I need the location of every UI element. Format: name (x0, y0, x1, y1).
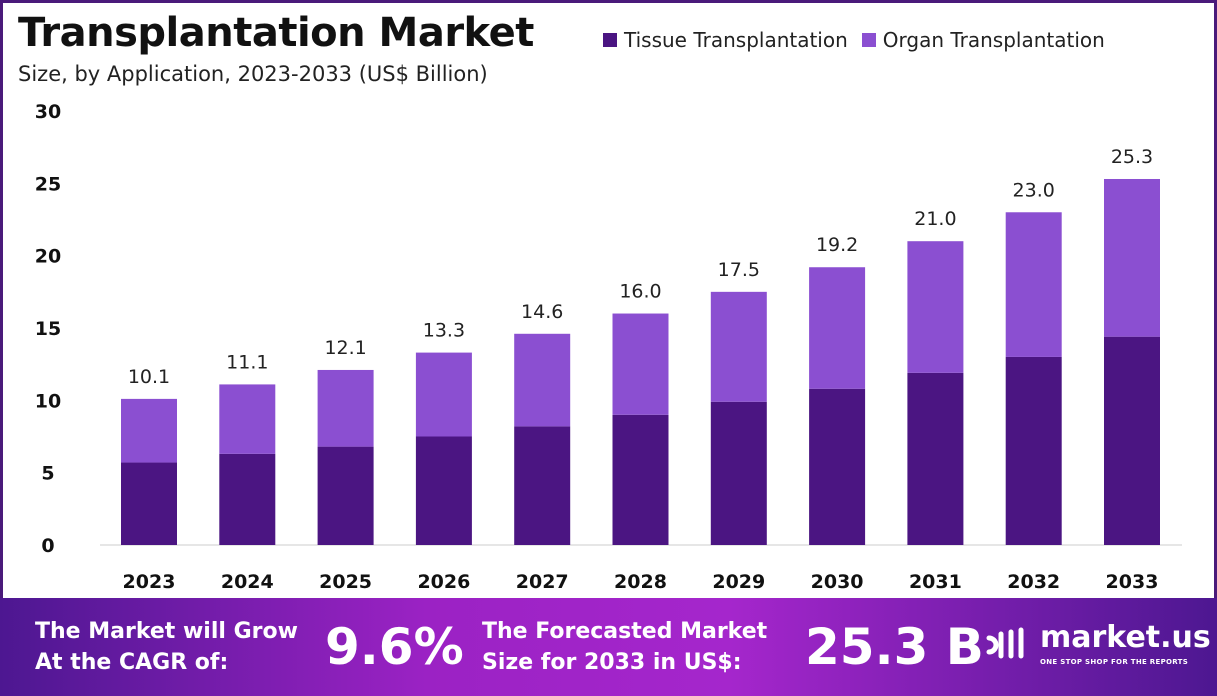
bar-tissue-2032 (1005, 356, 1062, 545)
bar-organ-2030 (809, 267, 866, 389)
data-label: 19.2 (816, 234, 858, 256)
bar-organ-2033 (1104, 178, 1160, 337)
bar-tissue-2025 (317, 446, 374, 545)
data-label: 21.0 (914, 208, 956, 230)
bar-tissue-2028 (612, 414, 669, 545)
bar-tissue-2027 (514, 426, 571, 545)
x-tick-label: 2032 (1007, 571, 1060, 593)
data-label: 23.0 (1013, 179, 1055, 201)
data-label: 16.0 (619, 281, 661, 303)
bar-organ-2029 (710, 291, 767, 402)
data-label: 13.3 (423, 320, 465, 342)
x-tick-label: 2030 (811, 571, 864, 593)
x-tick-label: 2025 (319, 571, 372, 593)
bar-tissue-2029 (710, 401, 767, 545)
x-tick-label: 2031 (909, 571, 962, 593)
bar-organ-2024 (219, 384, 276, 454)
chart-plot: 05101520253010.1202311.1202412.1202513.3… (35, 101, 1182, 593)
y-tick-label: 20 (35, 246, 61, 268)
bar-tissue-2033 (1104, 336, 1160, 545)
bar-organ-2031 (907, 241, 964, 373)
data-label: 14.6 (521, 301, 563, 323)
bar-tissue-2023 (121, 462, 177, 545)
bar-organ-2027 (514, 333, 571, 427)
logo-text: market.us (1040, 620, 1211, 655)
data-label: 17.5 (718, 259, 760, 281)
bar-organ-2032 (1005, 212, 1062, 357)
legend: Tissue Transplantation Organ Transplanta… (603, 28, 1105, 52)
x-tick-label: 2033 (1106, 571, 1159, 593)
x-tick-label: 2027 (516, 571, 569, 593)
bar-organ-2025 (317, 369, 374, 447)
legend-swatch-tissue (603, 33, 617, 47)
data-label: 25.3 (1111, 146, 1153, 168)
bar-tissue-2024 (219, 453, 276, 545)
y-tick-label: 25 (35, 173, 61, 195)
bar-tissue-2026 (415, 436, 472, 545)
x-tick-label: 2028 (614, 571, 667, 593)
legend-item-organ: Organ Transplantation (861, 28, 1105, 52)
bar-organ-2023 (121, 398, 177, 463)
chart-subtitle: Size, by Application, 2023-2033 (US$ Bil… (18, 62, 488, 86)
x-tick-label: 2024 (221, 571, 274, 593)
legend-label: Tissue Transplantation (624, 28, 848, 52)
legend-item-tissue: Tissue Transplantation (603, 28, 848, 52)
cagr-value: 9.6% (325, 618, 464, 676)
cagr-label: The Market will Grow At the CAGR of: (35, 619, 298, 675)
data-label: 12.1 (324, 337, 366, 359)
bar-tissue-2031 (907, 372, 964, 545)
forecast-label: The Forecasted Market Size for 2033 in US… (482, 619, 768, 675)
bar-organ-2028 (612, 313, 669, 415)
market-us-logo-icon (986, 627, 1024, 659)
chart-title: Transplantation Market (18, 10, 534, 56)
bar-organ-2026 (415, 352, 472, 437)
y-tick-label: 15 (35, 318, 61, 340)
y-tick-label: 10 (35, 390, 61, 412)
bar-tissue-2030 (809, 388, 866, 545)
x-tick-label: 2023 (123, 571, 176, 593)
forecast-value: 25.3 B (805, 618, 984, 676)
data-label: 11.1 (226, 351, 268, 373)
y-tick-label: 0 (41, 535, 54, 557)
logo-tagline: ONE STOP SHOP FOR THE REPORTS (1040, 658, 1189, 666)
x-tick-label: 2026 (417, 571, 470, 593)
legend-label: Organ Transplantation (882, 28, 1105, 52)
y-tick-label: 5 (41, 463, 54, 485)
footer-banner: The Market will Grow At the CAGR of: 9.6%… (0, 598, 1217, 696)
x-tick-label: 2029 (712, 571, 765, 593)
legend-swatch-organ (861, 33, 876, 47)
y-tick-label: 30 (35, 101, 61, 123)
data-label: 10.1 (128, 366, 170, 388)
